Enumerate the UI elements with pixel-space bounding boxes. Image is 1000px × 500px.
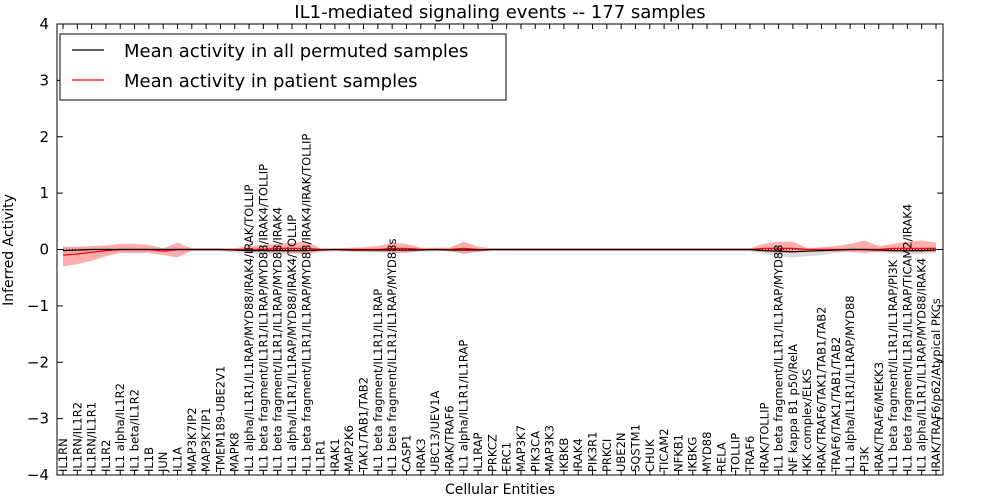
y-tick-label: −2 <box>27 353 49 371</box>
x-axis: IL1RN IL1RN/IL1R2 IL1RN/IL1R1 IL1R2 IL1 alph… <box>56 24 943 475</box>
legend-box <box>59 33 507 101</box>
x-category-label: ERC1 <box>500 442 514 472</box>
x-category-label: IKBKG <box>686 437 700 472</box>
x-category-label: MAP3K7IP2 <box>185 407 199 472</box>
x-category-label: TRAF6 <box>743 436 757 473</box>
x-category-label: MAP3K7IP1 <box>199 407 213 472</box>
x-category-label: UBC13/UEV1A <box>428 390 442 472</box>
y-tick-label: 2 <box>39 128 49 146</box>
legend: Mean activity in all permuted samples Me… <box>59 33 507 101</box>
x-category-label: IRAK/TOLLIP <box>757 403 771 472</box>
x-category-label: IL1 beta fragment/IL1R1/IL1RAP/MYD88/IRA… <box>299 134 313 472</box>
x-category-label: TAK1/TAB1/TAB2 <box>357 377 371 473</box>
y-tick-label: −4 <box>27 466 49 484</box>
x-category-label: IL1RAP <box>471 432 485 472</box>
x-category-label: IL1 beta fragment/IL1R1/IL1RAP/MYD88 <box>772 245 786 472</box>
x-category-label: PIK3R1 <box>586 432 600 473</box>
plot-frame <box>56 23 944 476</box>
x-category-label: NFKB1 <box>671 434 685 472</box>
x-category-label: IL1 beta fragment/IL1R1/IL1RAP/TICAM2/IR… <box>900 204 914 472</box>
x-category-label: MAP3K7 <box>514 425 528 472</box>
x-category-label: MYD88 <box>700 432 714 472</box>
x-category-label: IL1 alpha/IL1R1/IL1RAP/MYD88/IRAK4 <box>915 258 929 472</box>
x-category-label: IRAK/TRAF6 <box>442 405 456 472</box>
x-category-label: PRKCZ <box>485 434 499 472</box>
x-category-label: IL1RN <box>56 438 70 472</box>
x-category-label: IL1B <box>142 447 156 472</box>
y-tick-label: 3 <box>39 71 49 89</box>
y-tick-label: 0 <box>39 241 49 259</box>
y-tick-label: −1 <box>27 297 49 315</box>
x-category-label: IRAK/TRAF6/p62/Atypical PKCs <box>929 298 943 472</box>
legend-label-patient: Mean activity in patient samples <box>124 71 418 92</box>
x-category-label: IRAK1 <box>328 438 342 472</box>
x-category-label: UBE2N <box>614 433 628 473</box>
x-category-label: IL1 alpha/IL1R1/IL1RAP/MYD88/IRAK4/TOLLI… <box>285 215 299 472</box>
x-category-label: IRAK/TRAF6/TAK1/TAB1/TAB2 <box>815 307 829 472</box>
band-patient <box>63 240 936 267</box>
x-category-label: CASP1 <box>399 435 413 472</box>
y-axis-label: Inferred Activity <box>1 194 17 306</box>
y-tick-label: −3 <box>27 410 49 428</box>
x-category-label: IL1 beta fragment/IL1R1/IL1RAP/MYD88/IRA… <box>256 164 270 472</box>
series-lines <box>62 247 937 256</box>
x-category-label: MAP2K6 <box>342 425 356 472</box>
x-category-label: IL1 alpha/IL1R2 <box>113 383 127 472</box>
x-category-label: IRAK4 <box>571 438 585 472</box>
x-category-label: IL1R2 <box>99 440 113 472</box>
x-category-label: TMEM189-UBE2V1 <box>213 366 227 473</box>
x-category-label: PI3K <box>857 446 871 472</box>
x-category-label: IL1RN/IL1R1 <box>85 402 99 472</box>
x-category-label: PRKCI <box>600 439 614 472</box>
y-tick-label: 1 <box>39 184 49 202</box>
chart-title: IL1-mediated signaling events -- 177 sam… <box>294 2 705 23</box>
x-category-label: RELA <box>714 442 728 472</box>
x-category-label: TOLLIP <box>729 433 743 473</box>
y-tick-label: 4 <box>39 15 49 33</box>
x-category-label: IRAK/TRAF6/MEKK3 <box>872 362 886 472</box>
x-category-label: IL1 beta fragment/IL1R1/IL1RAP <box>371 289 385 472</box>
x-axis-label: Cellular Entities <box>445 482 555 498</box>
x-category-label: PIK3CA <box>528 431 542 472</box>
x-category-label: CHUK <box>643 439 657 472</box>
legend-label-permuted: Mean activity in all permuted samples <box>124 41 468 62</box>
x-category-label: TICAM2 <box>657 428 671 473</box>
x-category-label: SQSTM1 <box>628 424 642 472</box>
x-category-label: TRAF6/TAK1/TAB1/TAB2 <box>829 337 843 473</box>
x-category-label: IL1 beta fragment/IL1R1/IL1RAP/PI3K <box>886 259 900 472</box>
x-category-label: IRAK3 <box>414 438 428 472</box>
x-category-label: IL1 beta fragment/IL1R1/IL1RAP/MYD88s <box>385 239 399 472</box>
x-category-label: IL1R1 <box>314 440 328 472</box>
x-category-label: IL1 beta fragment/IL1R1/IL1RAP/MYD88/IRA… <box>271 207 285 472</box>
x-category-label: IL1 beta/IL1R2 <box>128 389 142 472</box>
x-category-label: IL1 alpha/IL1R1/IL1RAP/MYD88 <box>843 295 857 472</box>
x-category-label: IKK complex/ELKS <box>800 369 814 472</box>
x-category-label: IL1RN/IL1R2 <box>70 402 84 472</box>
x-category-label: IL1 alpha/IL1R1/IL1RAP/MYD88/IRAK4/IRAK/… <box>242 185 256 472</box>
x-category-label: IL1 alpha/IL1R1/IL1RAP <box>457 340 471 472</box>
x-category-label: MAP3K3 <box>543 425 557 472</box>
x-category-label: IL1A <box>170 447 184 472</box>
x-category-label: MAPK8 <box>228 432 242 472</box>
x-category-label: JUN <box>156 452 170 473</box>
x-category-label: IKBKB <box>557 438 571 472</box>
y-axis: −4 −3 −2 −1 0 1 2 3 4 <box>27 15 943 484</box>
line-permuted <box>62 248 937 253</box>
x-category-label: NF kappa B1 p50/RelA <box>786 344 800 472</box>
